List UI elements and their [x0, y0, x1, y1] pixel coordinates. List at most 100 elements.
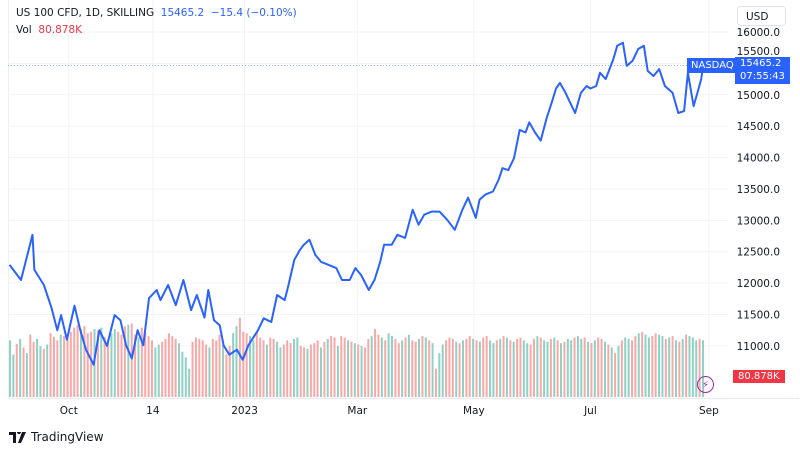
volume-bar — [120, 334, 123, 397]
y-tick-label: 14500.0 — [737, 121, 780, 133]
volume-bar — [113, 329, 116, 397]
volume-bar — [499, 338, 502, 397]
volume-bar — [323, 341, 326, 397]
volume-bar — [519, 337, 522, 397]
volume-bar — [421, 336, 424, 397]
lightning-icon[interactable]: ⚡ — [697, 376, 714, 393]
volume-bar — [289, 343, 292, 397]
volume-bar — [63, 336, 66, 397]
volume-bar — [330, 336, 333, 397]
volume-bar — [66, 337, 69, 397]
volume-bar — [377, 334, 380, 397]
volume-bar — [478, 341, 481, 397]
volume-bar — [431, 343, 434, 397]
volume-bar — [543, 340, 546, 397]
x-tick-label: Oct — [60, 405, 78, 417]
volume-bar — [428, 340, 431, 397]
volume-bar — [685, 334, 688, 397]
volume-bar — [492, 343, 495, 397]
volume-bar — [242, 331, 245, 397]
volume-bar — [343, 337, 346, 397]
y-tick-label: 11500.0 — [737, 310, 780, 322]
volume-bar — [276, 341, 279, 397]
volume-bar — [590, 343, 593, 397]
symbol-title[interactable]: US 100 CFD, 1D, SKILLING — [16, 7, 155, 19]
volume-bar — [286, 340, 289, 397]
current-price-tag: 15465.2 07:55:43 — [735, 57, 790, 84]
volume-bar — [282, 344, 285, 397]
y-tick-label: 11000.0 — [737, 341, 780, 353]
tradingview-logo-icon — [9, 431, 26, 443]
volume-bar — [475, 340, 478, 397]
volume-bar — [249, 336, 252, 397]
price-line — [8, 41, 705, 366]
y-tick-label: 12000.0 — [737, 278, 780, 290]
volume-bar — [363, 347, 366, 397]
volume-bar — [36, 338, 39, 397]
volume-bar — [583, 337, 586, 397]
volume-bar — [634, 336, 637, 397]
volume-bar — [360, 346, 363, 397]
volume-bar — [438, 353, 441, 397]
volume-bar — [641, 331, 644, 397]
volume-bar — [668, 337, 671, 397]
volume-bar — [333, 337, 336, 397]
legend-volume: Vol 80.878K — [16, 24, 82, 36]
volume-bar — [509, 340, 512, 397]
volume-bar — [654, 333, 657, 397]
volume-bar — [512, 341, 515, 397]
volume-bar — [100, 327, 103, 397]
volume-bar — [445, 340, 448, 397]
volume-bar — [526, 343, 529, 397]
volume-bar — [340, 336, 343, 397]
volume-bar — [265, 344, 268, 397]
volume-bar — [532, 338, 535, 397]
x-tick-label: Jul — [583, 405, 597, 417]
volume-bar — [681, 338, 684, 397]
volume-bar — [370, 336, 373, 397]
volume-bar — [357, 344, 360, 397]
volume-bar — [566, 338, 569, 397]
volume-bar — [205, 344, 208, 397]
volume-bar — [407, 334, 410, 397]
volume-bar — [570, 340, 573, 397]
volume-bar — [127, 324, 130, 397]
volume-bar — [495, 340, 498, 397]
volume-bar — [485, 336, 488, 397]
volume-bar — [465, 338, 468, 397]
volume-bar — [316, 340, 319, 397]
volume-bar — [161, 341, 164, 397]
price-chart[interactable]: 16000.0 15500.0 15000.0 14500.0 14000.0 13500… — [0, 0, 800, 420]
y-tick-label: 13500.0 — [737, 184, 780, 196]
volume-bar — [698, 338, 701, 397]
volume-bar — [441, 344, 444, 397]
volume-bar — [154, 347, 157, 397]
volume-bar — [171, 336, 174, 397]
tradingview-logo[interactable]: TradingView — [9, 430, 104, 444]
volume-bar — [702, 340, 704, 397]
volume-bar — [137, 337, 140, 397]
volume-bar — [414, 341, 417, 397]
volume-bar — [411, 340, 414, 397]
volume-bar — [563, 341, 566, 397]
volume-bar — [46, 344, 49, 397]
volume-bar — [424, 337, 427, 397]
currency-button[interactable]: USD — [737, 6, 786, 26]
x-tick-label: 2023 — [231, 405, 258, 417]
volume-bar — [117, 331, 120, 397]
volume-bar — [174, 338, 177, 397]
volume-bar — [614, 353, 617, 397]
volume-bar — [107, 340, 110, 397]
volume-bar — [384, 340, 387, 397]
volume-bar — [380, 337, 383, 397]
volume-bar — [627, 338, 630, 397]
volume-price-tag: 80.878K — [733, 370, 785, 383]
volume-bar — [188, 368, 191, 397]
volume-bar — [434, 368, 437, 397]
volume-bar — [607, 344, 610, 397]
volume-label[interactable]: Vol — [16, 24, 32, 36]
volume-bar — [86, 333, 89, 397]
volume-bar — [482, 337, 485, 397]
volume-bar — [387, 333, 390, 397]
volume-bar — [505, 337, 508, 397]
